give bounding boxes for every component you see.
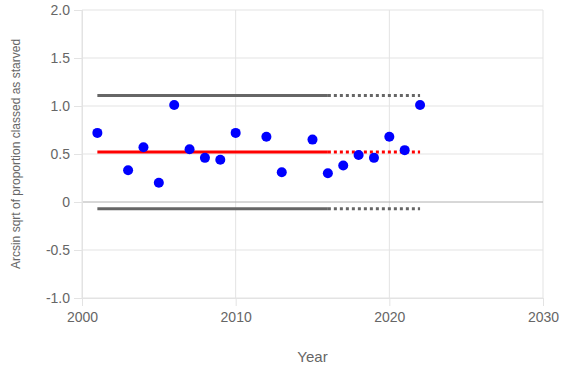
tick-mark (74, 10, 82, 11)
tick: 2030 (528, 298, 559, 325)
tick-label: 2020 (374, 309, 405, 325)
grid-line (82, 154, 543, 155)
point (123, 165, 133, 175)
tick: 1.5 (51, 50, 82, 66)
tick-mark (74, 58, 82, 59)
point (415, 100, 425, 110)
axis-line (74, 11, 83, 299)
point (200, 153, 210, 163)
point (261, 132, 271, 142)
tick: 0.5 (51, 146, 82, 162)
grid-line (82, 58, 543, 59)
chart: 2000 2010 2020 2030 -1.0 -0.5 0 0.5 1.0 1.5 2.0 Yea… (0, 0, 565, 375)
point (384, 132, 394, 142)
tick-mark (543, 298, 544, 306)
tick: 2010 (221, 298, 252, 325)
point (323, 168, 333, 178)
tick-mark (82, 298, 83, 306)
tick-mark (74, 106, 82, 107)
point (215, 155, 225, 165)
tick-label: 0.5 (51, 146, 71, 162)
tick-mark (236, 298, 237, 306)
point (231, 128, 241, 138)
plot: 2000 2010 2020 2030 -1.0 -0.5 0 0.5 1.0 1.5 2.0 (46, 2, 559, 325)
line (328, 94, 420, 97)
line (97, 207, 328, 210)
tick-mark (74, 202, 82, 203)
point (169, 100, 179, 110)
line (328, 207, 420, 210)
grid (82, 10, 543, 298)
tick: 0 (62, 194, 82, 210)
point (154, 178, 164, 188)
point (369, 153, 379, 163)
point (138, 142, 148, 152)
tick: -1.0 (46, 290, 82, 306)
point (185, 144, 195, 154)
point (92, 128, 102, 138)
tick-label: 1.0 (51, 98, 71, 114)
tick: 2000 (67, 298, 98, 325)
tick-label: 2010 (221, 309, 252, 325)
y-axis-title: Arcsin sqrt of proportion classed as sta… (9, 39, 23, 269)
grid-line (82, 10, 543, 11)
point (308, 135, 318, 145)
tick: -0.5 (46, 242, 82, 258)
grid-line (82, 250, 543, 251)
grid-line (82, 202, 543, 203)
tick-label: 2.0 (51, 2, 71, 18)
tick-label: 2030 (528, 309, 559, 325)
y-axis: -1.0 -0.5 0 0.5 1.0 1.5 2.0 (46, 2, 83, 306)
x-axis-title: Year (297, 348, 327, 365)
point (354, 150, 364, 160)
point (338, 161, 348, 171)
tick-mark (74, 250, 82, 251)
tick-label: -1.0 (46, 290, 70, 306)
line (97, 94, 328, 97)
x-axis: 2000 2010 2020 2030 (67, 298, 559, 325)
point (400, 145, 410, 155)
tick-label: 1.5 (51, 50, 71, 66)
line (97, 151, 328, 154)
tick: 2.0 (51, 2, 82, 18)
tick: 2020 (374, 298, 405, 325)
tick-label: 0 (62, 194, 70, 210)
tick: 1.0 (51, 98, 82, 114)
tick-mark (74, 298, 82, 299)
tick-mark (74, 154, 82, 155)
tick-mark (389, 298, 390, 306)
tick-label: 2000 (67, 309, 98, 325)
axis-line (83, 299, 544, 307)
point (277, 167, 287, 177)
marks (92, 95, 425, 208)
tick-label: -0.5 (46, 242, 70, 258)
grid-line (82, 106, 543, 107)
